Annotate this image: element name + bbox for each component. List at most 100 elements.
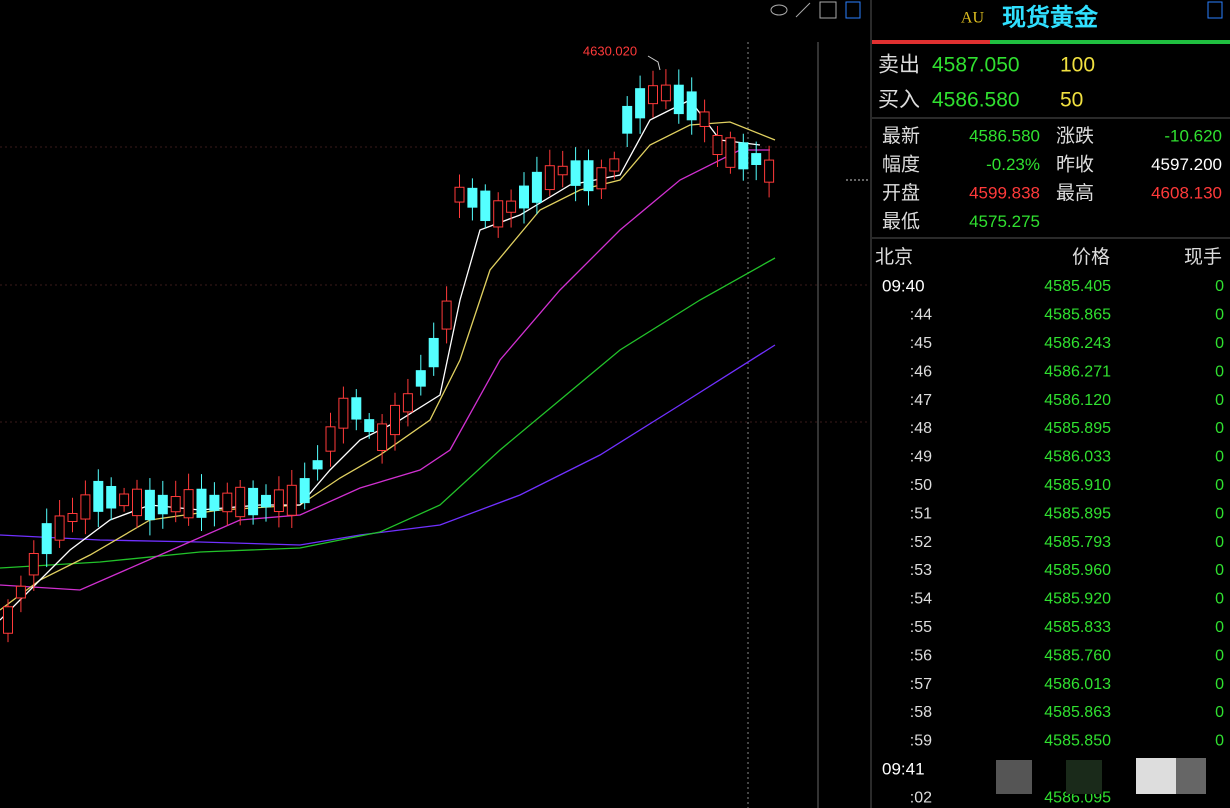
candle-body bbox=[454, 186, 465, 203]
tick-time: 09:40 bbox=[882, 276, 925, 295]
stat-label: 开盘 bbox=[882, 182, 920, 204]
stat-label: 最新 bbox=[882, 125, 920, 147]
tick-price: 4585.895 bbox=[1044, 420, 1111, 437]
sell-label: 卖出 bbox=[878, 54, 920, 77]
tick-time: :50 bbox=[910, 477, 932, 494]
candle-body bbox=[80, 494, 91, 520]
sell-size: 100 bbox=[1060, 54, 1095, 77]
annotation-arrow bbox=[647, 55, 661, 71]
candle-body bbox=[15, 585, 26, 599]
buy-size: 50 bbox=[1060, 89, 1083, 112]
sell-price: 4587.050 bbox=[932, 54, 1020, 77]
tick-price: 4586.120 bbox=[1044, 392, 1111, 409]
tick-price: 4585.833 bbox=[1044, 619, 1111, 636]
tick-volume: 0 bbox=[1215, 704, 1224, 721]
candle-body bbox=[441, 300, 452, 330]
candle-body bbox=[377, 423, 388, 451]
candle-body bbox=[364, 419, 375, 433]
candle-body bbox=[67, 512, 78, 523]
tick-volume: 0 bbox=[1215, 477, 1224, 494]
tick-volume: 0 bbox=[1215, 392, 1224, 409]
high-annotation: 4630.020 bbox=[583, 43, 637, 58]
tick-volume: 0 bbox=[1215, 449, 1224, 466]
ma-line bbox=[0, 257, 776, 569]
tick-time: :53 bbox=[910, 562, 932, 579]
stat-label: 昨收 bbox=[1056, 154, 1094, 176]
candle-body bbox=[673, 84, 684, 115]
grid-icon[interactable] bbox=[819, 1, 837, 19]
candle-body bbox=[235, 486, 246, 518]
candle-body bbox=[428, 337, 439, 368]
candles bbox=[3, 69, 775, 643]
tick-volume: 0 bbox=[1215, 335, 1224, 352]
tick-price: 4586.033 bbox=[1044, 449, 1111, 466]
tick-price: 4585.895 bbox=[1044, 505, 1111, 522]
window-icon[interactable] bbox=[845, 1, 861, 19]
tick-time: :59 bbox=[910, 733, 932, 750]
candle-body bbox=[738, 142, 749, 170]
tick-price: 4585.850 bbox=[1044, 733, 1111, 750]
candle-body bbox=[390, 404, 400, 436]
tick-time: :56 bbox=[910, 647, 932, 664]
column-header: 北京 bbox=[875, 246, 913, 268]
tick-price: 4586.013 bbox=[1044, 676, 1111, 693]
candle-body bbox=[338, 397, 349, 429]
candle-body bbox=[622, 105, 633, 134]
candle-body bbox=[751, 153, 762, 166]
candle-body bbox=[222, 492, 233, 513]
stat-value: 4586.580 bbox=[969, 126, 1040, 145]
candle-body bbox=[596, 167, 607, 190]
candle-body bbox=[144, 489, 155, 521]
candle-body bbox=[699, 111, 710, 127]
candle-body bbox=[712, 134, 723, 156]
tick-volume: 0 bbox=[1215, 420, 1224, 437]
eye-icon[interactable] bbox=[770, 4, 788, 16]
stat-label: 最高 bbox=[1056, 182, 1094, 204]
tick-volume: 0 bbox=[1215, 591, 1224, 608]
stat-label: 涨跌 bbox=[1056, 125, 1094, 147]
ma-line bbox=[0, 344, 776, 546]
tick-volume: 0 bbox=[1215, 647, 1224, 664]
tick-time: :51 bbox=[910, 505, 932, 522]
tick-time: :54 bbox=[910, 591, 932, 608]
candle-body bbox=[248, 487, 259, 516]
candle-body bbox=[54, 515, 65, 541]
stat-value: 4575.275 bbox=[969, 212, 1040, 231]
stat-value: 4597.200 bbox=[1151, 155, 1222, 174]
buy-label: 买入 bbox=[878, 89, 920, 112]
pen-icon[interactable] bbox=[795, 2, 811, 18]
candle-body bbox=[493, 200, 504, 228]
obscured bbox=[996, 758, 1206, 794]
tick-time: :49 bbox=[910, 449, 932, 466]
code: AU bbox=[961, 10, 985, 27]
candle-body bbox=[106, 485, 117, 509]
tick-time: :02 bbox=[910, 789, 932, 806]
tick-volume: 0 bbox=[1215, 733, 1224, 750]
ma-line bbox=[0, 149, 770, 591]
candle-body bbox=[725, 137, 736, 168]
candle-body bbox=[312, 460, 323, 470]
stat-label: 最低 bbox=[882, 211, 920, 233]
stat-value: -10.620 bbox=[1164, 126, 1222, 145]
candle-body bbox=[648, 85, 658, 105]
tick-price: 4585.863 bbox=[1044, 704, 1111, 721]
tick-price: 4586.243 bbox=[1044, 335, 1111, 352]
sell-ratio bbox=[872, 40, 990, 44]
blur bbox=[996, 760, 1032, 794]
candle-body bbox=[480, 190, 491, 222]
candle-body bbox=[28, 552, 39, 576]
candle-body bbox=[183, 489, 194, 519]
candle-body bbox=[660, 84, 671, 102]
candle-body bbox=[557, 165, 568, 176]
tick-price: 4585.405 bbox=[1044, 278, 1111, 295]
tick-time: :46 bbox=[910, 363, 932, 380]
candle-body bbox=[583, 160, 594, 192]
window-icon[interactable] bbox=[1207, 1, 1223, 19]
tick-price: 4585.910 bbox=[1044, 477, 1111, 494]
tick-time: :47 bbox=[910, 392, 932, 409]
tick-volume: 0 bbox=[1215, 619, 1224, 636]
candle-body bbox=[41, 523, 52, 555]
blur bbox=[1176, 758, 1206, 794]
candle-body bbox=[196, 488, 207, 518]
